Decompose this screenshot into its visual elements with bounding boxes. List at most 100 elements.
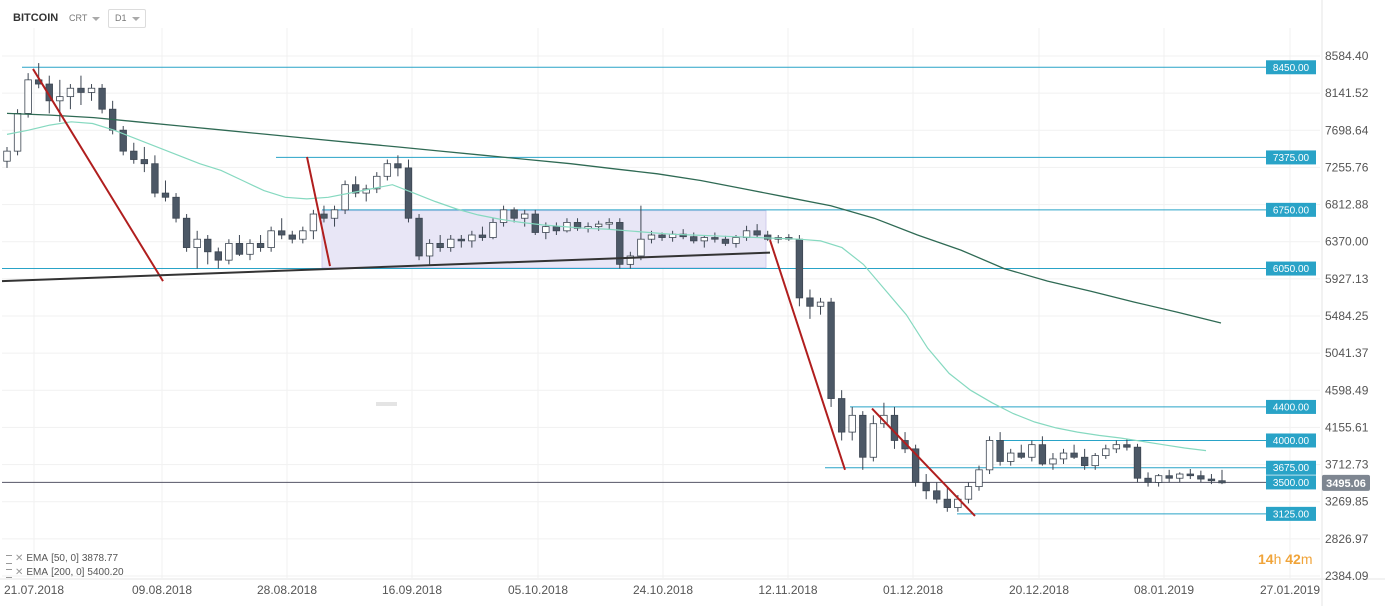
candle <box>521 213 529 219</box>
candle <box>816 301 825 307</box>
candle <box>383 163 392 177</box>
level-label-box <box>1266 60 1316 75</box>
close-icon[interactable]: ✕ <box>15 553 24 564</box>
y-tick-label: 8584.40 <box>1325 49 1369 63</box>
level-label-box <box>1266 475 1316 490</box>
settings-icon[interactable] <box>6 554 12 564</box>
interval-selector[interactable]: D1 <box>108 9 146 28</box>
candle <box>204 238 212 253</box>
candle <box>732 237 740 244</box>
level-label-box <box>1266 433 1316 448</box>
candle <box>182 217 191 248</box>
candle <box>985 440 994 471</box>
settings-icon[interactable] <box>6 568 12 578</box>
chevron-down-icon <box>92 17 101 21</box>
candle <box>1091 455 1099 467</box>
y-tick-label: 6812.88 <box>1325 198 1369 212</box>
legend-label: EMA <box>26 553 49 564</box>
candle <box>415 217 423 257</box>
candle <box>140 159 149 165</box>
close-icon[interactable]: ✕ <box>15 567 24 578</box>
level-label: 6750.00 <box>1273 205 1310 216</box>
candle <box>711 237 719 240</box>
candle <box>256 242 265 248</box>
candle <box>795 238 804 299</box>
candle <box>848 414 856 433</box>
legend-label: EMA <box>26 567 49 578</box>
candle <box>1017 452 1025 458</box>
candle <box>56 96 64 102</box>
symbol-label: BITCOIN <box>13 12 59 24</box>
candle <box>489 222 497 238</box>
candle <box>880 414 888 425</box>
x-tick-label: 20.12.2018 <box>1009 583 1069 597</box>
candle <box>806 297 814 307</box>
candle <box>235 242 244 255</box>
candle <box>901 440 909 450</box>
candle <box>658 234 666 238</box>
candle <box>1218 480 1226 484</box>
y-tick-label: 5927.13 <box>1325 272 1369 286</box>
y-tick-label: 7698.64 <box>1325 123 1369 137</box>
candle <box>468 234 476 242</box>
x-tick-label: 01.12.2018 <box>883 583 943 597</box>
timer-hours: 14 <box>1258 551 1274 567</box>
y-tick-label: 5041.37 <box>1325 346 1369 360</box>
candle <box>996 440 1004 462</box>
candle <box>1112 444 1121 450</box>
support-trendline <box>1 251 771 283</box>
candle <box>172 196 180 219</box>
level-label: 3500.00 <box>1273 478 1310 489</box>
candle <box>45 83 53 102</box>
y-tick-label: 2826.97 <box>1325 532 1369 546</box>
legend-value: 5400.20 <box>87 567 124 578</box>
level-label: 4000.00 <box>1273 436 1310 447</box>
current-price-label: 3495.06 <box>1326 478 1366 490</box>
x-tick-label: 27.01.2019 <box>1260 583 1320 597</box>
chart-type-selector[interactable]: CRT <box>68 9 107 28</box>
y-tick-label: 7255.76 <box>1325 160 1369 174</box>
current-price-badge <box>1322 474 1370 491</box>
y-tick-label: 8141.52 <box>1325 86 1369 100</box>
candle <box>1028 444 1036 458</box>
candle <box>626 255 635 265</box>
level-label: 6050.00 <box>1273 264 1310 275</box>
candle <box>1154 475 1163 483</box>
y-tick-label: 6370.00 <box>1325 235 1369 249</box>
candle <box>246 242 254 255</box>
candle <box>193 238 201 248</box>
legend-row-ema200: ✕ EMA [200, 0] 5400.20 <box>6 566 124 580</box>
candle <box>404 167 413 219</box>
candle <box>425 242 434 257</box>
level-label-box <box>1266 460 1316 475</box>
candle <box>288 234 296 240</box>
legend-row-ema50: ✕ EMA [50, 0] 3878.77 <box>6 552 124 566</box>
downtrend-line <box>769 239 846 471</box>
candle <box>753 230 761 236</box>
candle <box>373 175 381 190</box>
candle <box>320 213 328 219</box>
candle <box>605 222 613 225</box>
candle <box>330 209 339 219</box>
candle <box>98 87 106 110</box>
candle <box>1038 444 1047 465</box>
candle <box>3 150 11 162</box>
candle <box>1049 458 1057 465</box>
timer-minutes-unit: m <box>1300 551 1313 567</box>
level-label-box <box>1266 399 1316 414</box>
candle <box>457 238 465 242</box>
candle <box>922 482 930 492</box>
candle <box>1186 473 1194 477</box>
candle <box>87 87 96 93</box>
candle <box>299 230 307 240</box>
y-tick-label: 4598.49 <box>1325 383 1369 397</box>
candle <box>499 209 508 223</box>
level-label-box <box>1266 202 1316 217</box>
ema50-line <box>6 121 1207 452</box>
candle <box>1144 477 1152 483</box>
x-tick-label: 21.07.2018 <box>4 583 64 597</box>
candle <box>827 301 835 399</box>
x-tick-label: 28.08.2018 <box>257 583 317 597</box>
candle <box>278 230 286 236</box>
